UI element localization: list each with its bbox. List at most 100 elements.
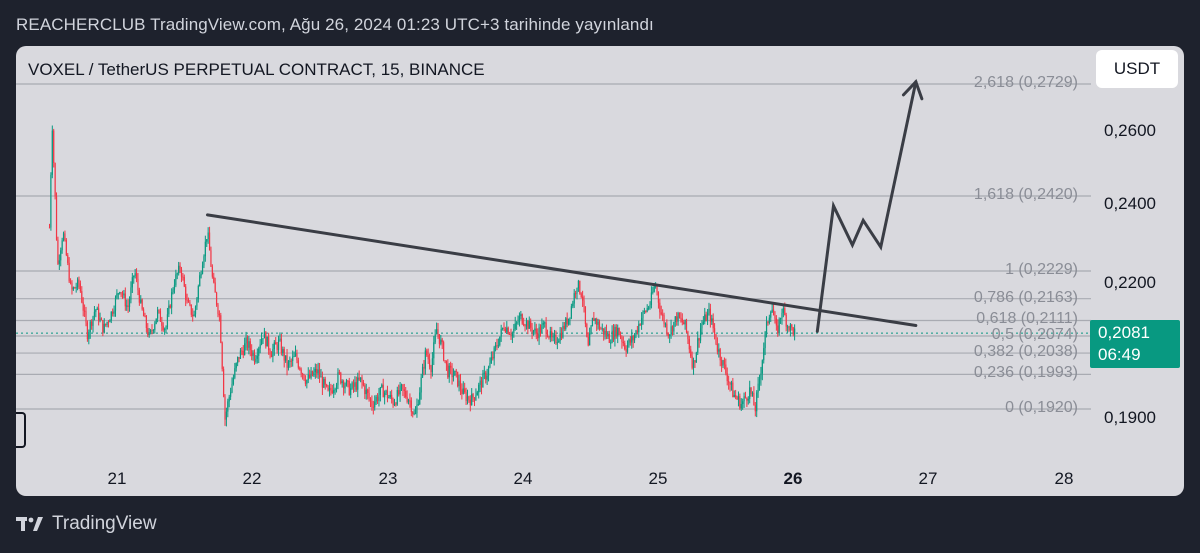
candle-body-379: [582, 297, 584, 301]
candle-body-2: [51, 130, 53, 175]
candle-body-466: [704, 314, 706, 322]
candle-body-106: [197, 286, 199, 299]
candle-body-210: [344, 385, 346, 389]
candle-body-477: [719, 349, 721, 361]
candle-body-514: [771, 309, 773, 313]
candle-body-227: [368, 392, 370, 399]
candle-body-46: [113, 310, 115, 314]
candle-body-155: [266, 336, 268, 347]
candle-body-329: [511, 332, 514, 336]
candle-body-245: [393, 403, 396, 406]
candle-body-292: [459, 380, 462, 390]
candle-body-14: [68, 262, 70, 282]
candle-body-444: [673, 321, 675, 332]
candle-body-394: [603, 328, 605, 335]
candle-body-128: [228, 396, 230, 402]
candle-body-473: [713, 328, 716, 335]
candle-body-206: [338, 372, 340, 374]
candle-body-114: [208, 232, 211, 251]
candle-body-180: [301, 373, 304, 375]
candle-body-287: [452, 375, 455, 378]
candle-body-173: [292, 356, 294, 361]
candle-body-108: [200, 273, 202, 276]
candle-body-261: [416, 404, 418, 414]
candle-body-217: [354, 382, 356, 387]
candle-body-127: [227, 401, 229, 412]
candle-body-204: [335, 385, 338, 390]
candle-body-529: [792, 327, 794, 335]
candle-body-429: [652, 291, 654, 293]
candle-body-401: [612, 330, 615, 340]
candle-body-306: [479, 380, 481, 385]
candle-body-407: [621, 337, 623, 342]
candle-body-43: [109, 320, 111, 323]
candle-body-146: [253, 352, 256, 362]
candle-body-512: [768, 317, 770, 324]
candle-body-373: [573, 293, 575, 304]
candle-body-332: [516, 322, 518, 324]
candle-body-192: [318, 369, 321, 378]
currency-button[interactable]: USDT: [1096, 50, 1178, 88]
candle-body-475: [716, 343, 718, 352]
candle-body-365: [562, 325, 564, 338]
candle-body-520: [779, 318, 782, 320]
candle-body-89: [173, 285, 176, 290]
candle-body-411: [626, 345, 629, 352]
candle-body-346: [535, 328, 537, 334]
candle-body-124: [222, 368, 225, 397]
candle-body-452: [684, 319, 686, 325]
y-tick-3: 0,1900: [1104, 408, 1156, 428]
candle-body-100: [189, 302, 191, 305]
candle-body-358: [552, 336, 554, 338]
candle-body-467: [705, 314, 707, 321]
candle-body-435: [660, 312, 662, 315]
candle-body-26: [85, 311, 87, 323]
candle-body-54: [124, 293, 126, 307]
side-handle-icon[interactable]: [16, 412, 26, 448]
candle-body-469: [708, 308, 710, 313]
candle-body-50: [119, 292, 121, 294]
candle-body-198: [327, 385, 329, 391]
candle-body-521: [781, 312, 783, 319]
chart-panel[interactable]: VOXEL / TetherUS PERPETUAL CONTRACT, 15,…: [16, 46, 1184, 496]
candle-body-41: [106, 322, 108, 325]
candle-body-474: [715, 334, 717, 344]
candle-body-362: [558, 340, 560, 343]
candle-body-305: [478, 384, 480, 393]
candle-body-504: [757, 383, 759, 393]
candle-body-523: [784, 308, 786, 315]
candle-body-464: [701, 323, 703, 329]
candle-body-492: [740, 404, 742, 409]
candle-body-483: [728, 381, 730, 383]
candle-body-186: [310, 371, 312, 378]
candle-body-248: [398, 390, 400, 395]
tradingview-logo-icon: [16, 517, 43, 531]
price-chart[interactable]: [16, 46, 1184, 496]
candle-body-86: [169, 305, 171, 308]
candle-body-213: [348, 381, 350, 395]
candle-body-366: [563, 325, 565, 329]
candle-body-412: [628, 339, 630, 346]
candle-body-228: [369, 398, 372, 401]
candle-body-87: [171, 292, 173, 308]
candle-body-218: [355, 382, 357, 390]
candle-body-496: [746, 397, 748, 401]
candle-body-126: [225, 411, 228, 420]
candle-body-109: [201, 265, 204, 274]
candle-body-320: [499, 336, 501, 346]
candle-body-334: [518, 316, 521, 322]
candle-body-374: [574, 293, 577, 295]
candle-body-349: [539, 327, 542, 333]
candle-body-29: [89, 321, 91, 333]
candle-body-518: [777, 325, 779, 334]
candle-body-383: [587, 336, 589, 346]
candle-body-375: [576, 288, 578, 294]
candle-body-502: [754, 405, 756, 412]
candle-body-503: [756, 392, 758, 412]
candle-body-142: [248, 341, 250, 348]
candle-body-416: [633, 335, 636, 341]
candle-body-481: [725, 364, 727, 374]
candle-body-360: [555, 334, 557, 343]
candle-body-15: [69, 281, 72, 283]
candle-body-113: [207, 232, 209, 240]
